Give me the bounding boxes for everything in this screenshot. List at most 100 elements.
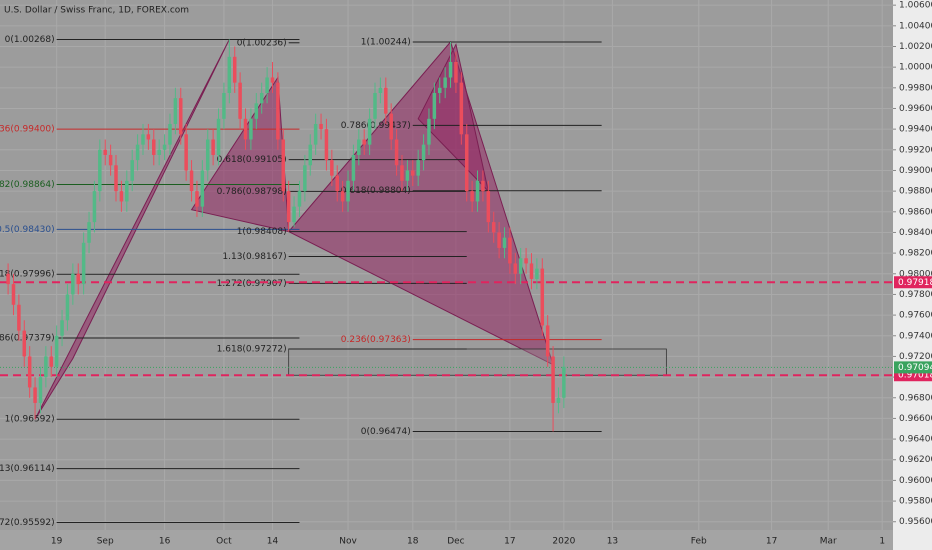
candle-body [157,149,161,155]
candle-body [125,180,129,202]
x-tick-label: Dec [447,537,464,547]
y-tick-label: 1.00400 [899,21,932,31]
fib-level-label: 1.13(0.98167) [222,252,286,262]
candle-body [394,139,399,166]
fib-level-label: 1(0.96592) [5,415,55,425]
candle-body [427,118,431,145]
candle-body [411,170,415,176]
candle-body [265,77,269,93]
candle-body [340,191,345,202]
candle-body [211,139,215,155]
x-tick-label: 18 [407,537,419,547]
candle-body [238,82,242,119]
fib-level-label: 0.382(0.98864) [0,180,55,190]
fib-level-label: 0.786(0.97379) [0,333,55,343]
candle-body [92,191,97,223]
candle-body [249,118,253,140]
x-tick-label: 2020 [552,537,575,547]
price-axis-background [893,0,932,550]
y-tick-label: 0.95600 [899,517,932,527]
candle-body [448,61,453,78]
candle-body [259,92,264,104]
candle-body [141,134,145,145]
candle-body [319,123,323,130]
candle-body [518,258,523,274]
candle-body [152,139,156,155]
y-tick-label: 0.99400 [899,125,932,135]
x-tick-label: 16 [159,537,171,547]
candle-body [27,356,32,388]
fib-level-label: 1.618(0.97272) [217,344,287,354]
fib-level-label: 0.236(0.97363) [341,335,411,345]
candle-body [529,263,534,279]
candle-body [33,387,37,403]
candle-body [508,237,512,264]
fib-level-label: 0(1.00268) [5,35,55,45]
candle-body [486,191,491,223]
candle-body [308,144,313,166]
price-label: 0.97018 [898,371,932,381]
candle-body [330,160,334,176]
candle-body [98,149,102,192]
candle-body [497,232,501,248]
candle-body [459,82,464,135]
candle-body [76,273,80,285]
candle-body [281,139,286,192]
x-tick-label: 13 [607,537,618,547]
fib-level-label: 0.786(0.99437) [341,121,411,131]
harmonic-pattern [417,42,490,193]
candle-body [303,165,307,192]
candle-body [22,330,27,357]
x-tick-label: Mar [820,537,837,547]
candle-body [470,191,474,202]
fib-level-label: 1.13(0.96114) [0,464,55,474]
candle-body [292,206,296,223]
y-tick-label: 1.00200 [899,42,932,52]
candle-body [524,258,528,264]
candle-body [216,118,221,155]
x-tick-label: 14 [267,537,279,547]
candle-body [313,123,318,145]
candle-body [481,180,485,192]
candle-body [130,160,134,181]
candle-body [103,149,107,155]
candle-body [535,268,539,279]
x-tick-label: 17 [504,537,515,547]
fib-level-label: 0.618(0.97996) [0,270,55,280]
x-tick-label: Oct [216,537,232,547]
candle-body [438,87,442,93]
candle-body [373,92,377,119]
candles [6,39,566,432]
candle-body [384,87,388,114]
candle-body [551,356,555,403]
candle-body [17,304,21,331]
candle-body [173,98,178,124]
price-label: 0.97918 [898,278,932,288]
drawings: 0(1.00268) 0.236(0.99400) 0.382(0.98864) 0.… [0,35,893,528]
candle-body [227,56,232,93]
candle-body [243,118,248,140]
x-tick-label: Sep [97,537,114,547]
candle-body [200,170,205,207]
candle-body [562,366,566,398]
price-label: 0.97094 [898,363,932,373]
candle-body [11,284,16,305]
candle-body [545,325,550,357]
x-tick-label: Feb [691,537,707,547]
fib-level-label: 0(1.00236) [237,38,287,48]
x-tick-label: 1 [879,537,885,547]
candle-body [232,56,237,83]
